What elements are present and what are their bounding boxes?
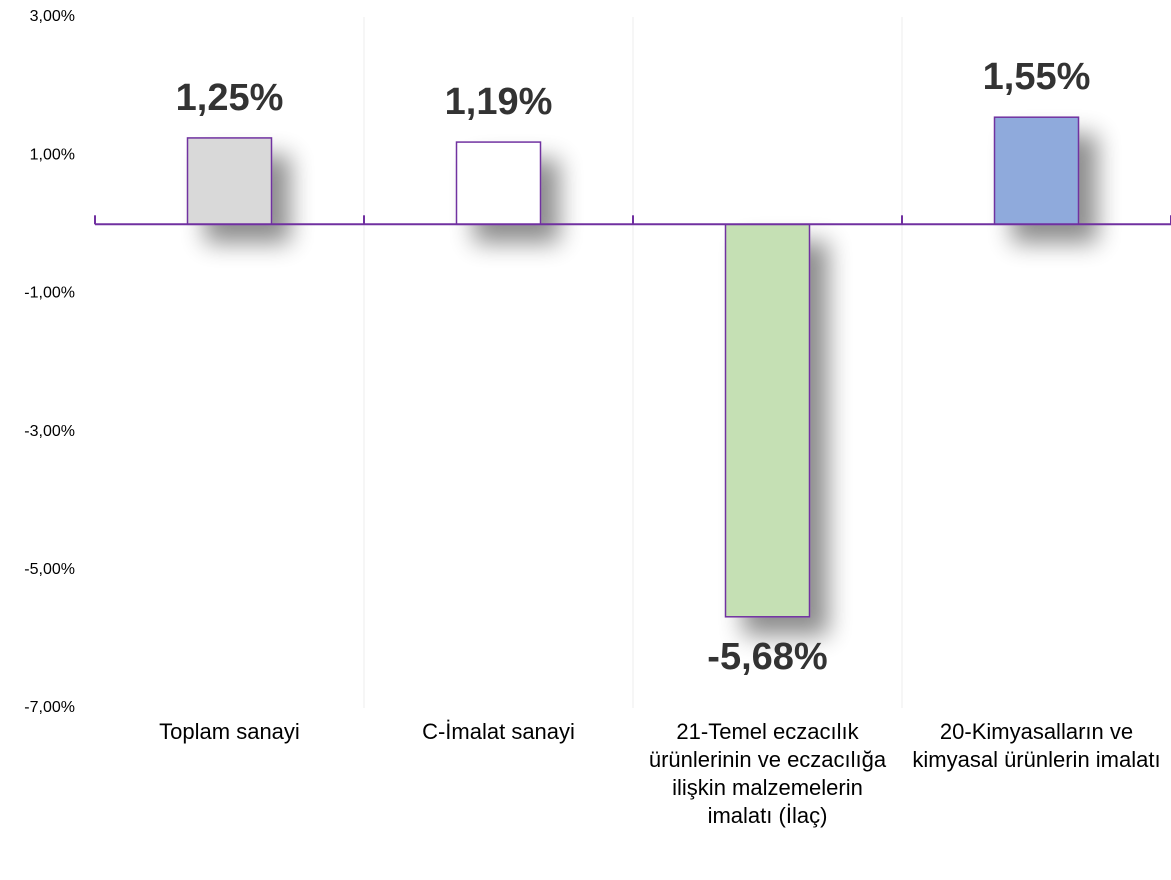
bar [724,223,811,618]
y-tick-label: 3,00% [30,8,75,25]
value-label: -5,68% [707,636,827,678]
y-tick-label: 1,00% [30,146,75,163]
y-tick-label: -1,00% [24,285,75,302]
x-tick-label: 20-Kimyasalların ve kimyasal ürünlerin i… [912,719,1161,772]
bar [993,116,1080,226]
y-tick-label: -3,00% [24,423,75,440]
value-label: 1,19% [445,81,553,123]
value-label: 1,55% [983,56,1091,98]
y-tick-label: -7,00% [24,699,75,716]
bar [186,137,273,226]
x-tick-label: C-İmalat sanayi [422,719,575,744]
x-tick-label: Toplam sanayi [159,719,300,744]
y-tick-label: -5,00% [24,561,75,578]
value-label: 1,25% [176,77,284,119]
x-tick-label: 21-Temel eczacılık ürünlerinin ve eczacı… [648,719,887,828]
bar [455,141,542,226]
